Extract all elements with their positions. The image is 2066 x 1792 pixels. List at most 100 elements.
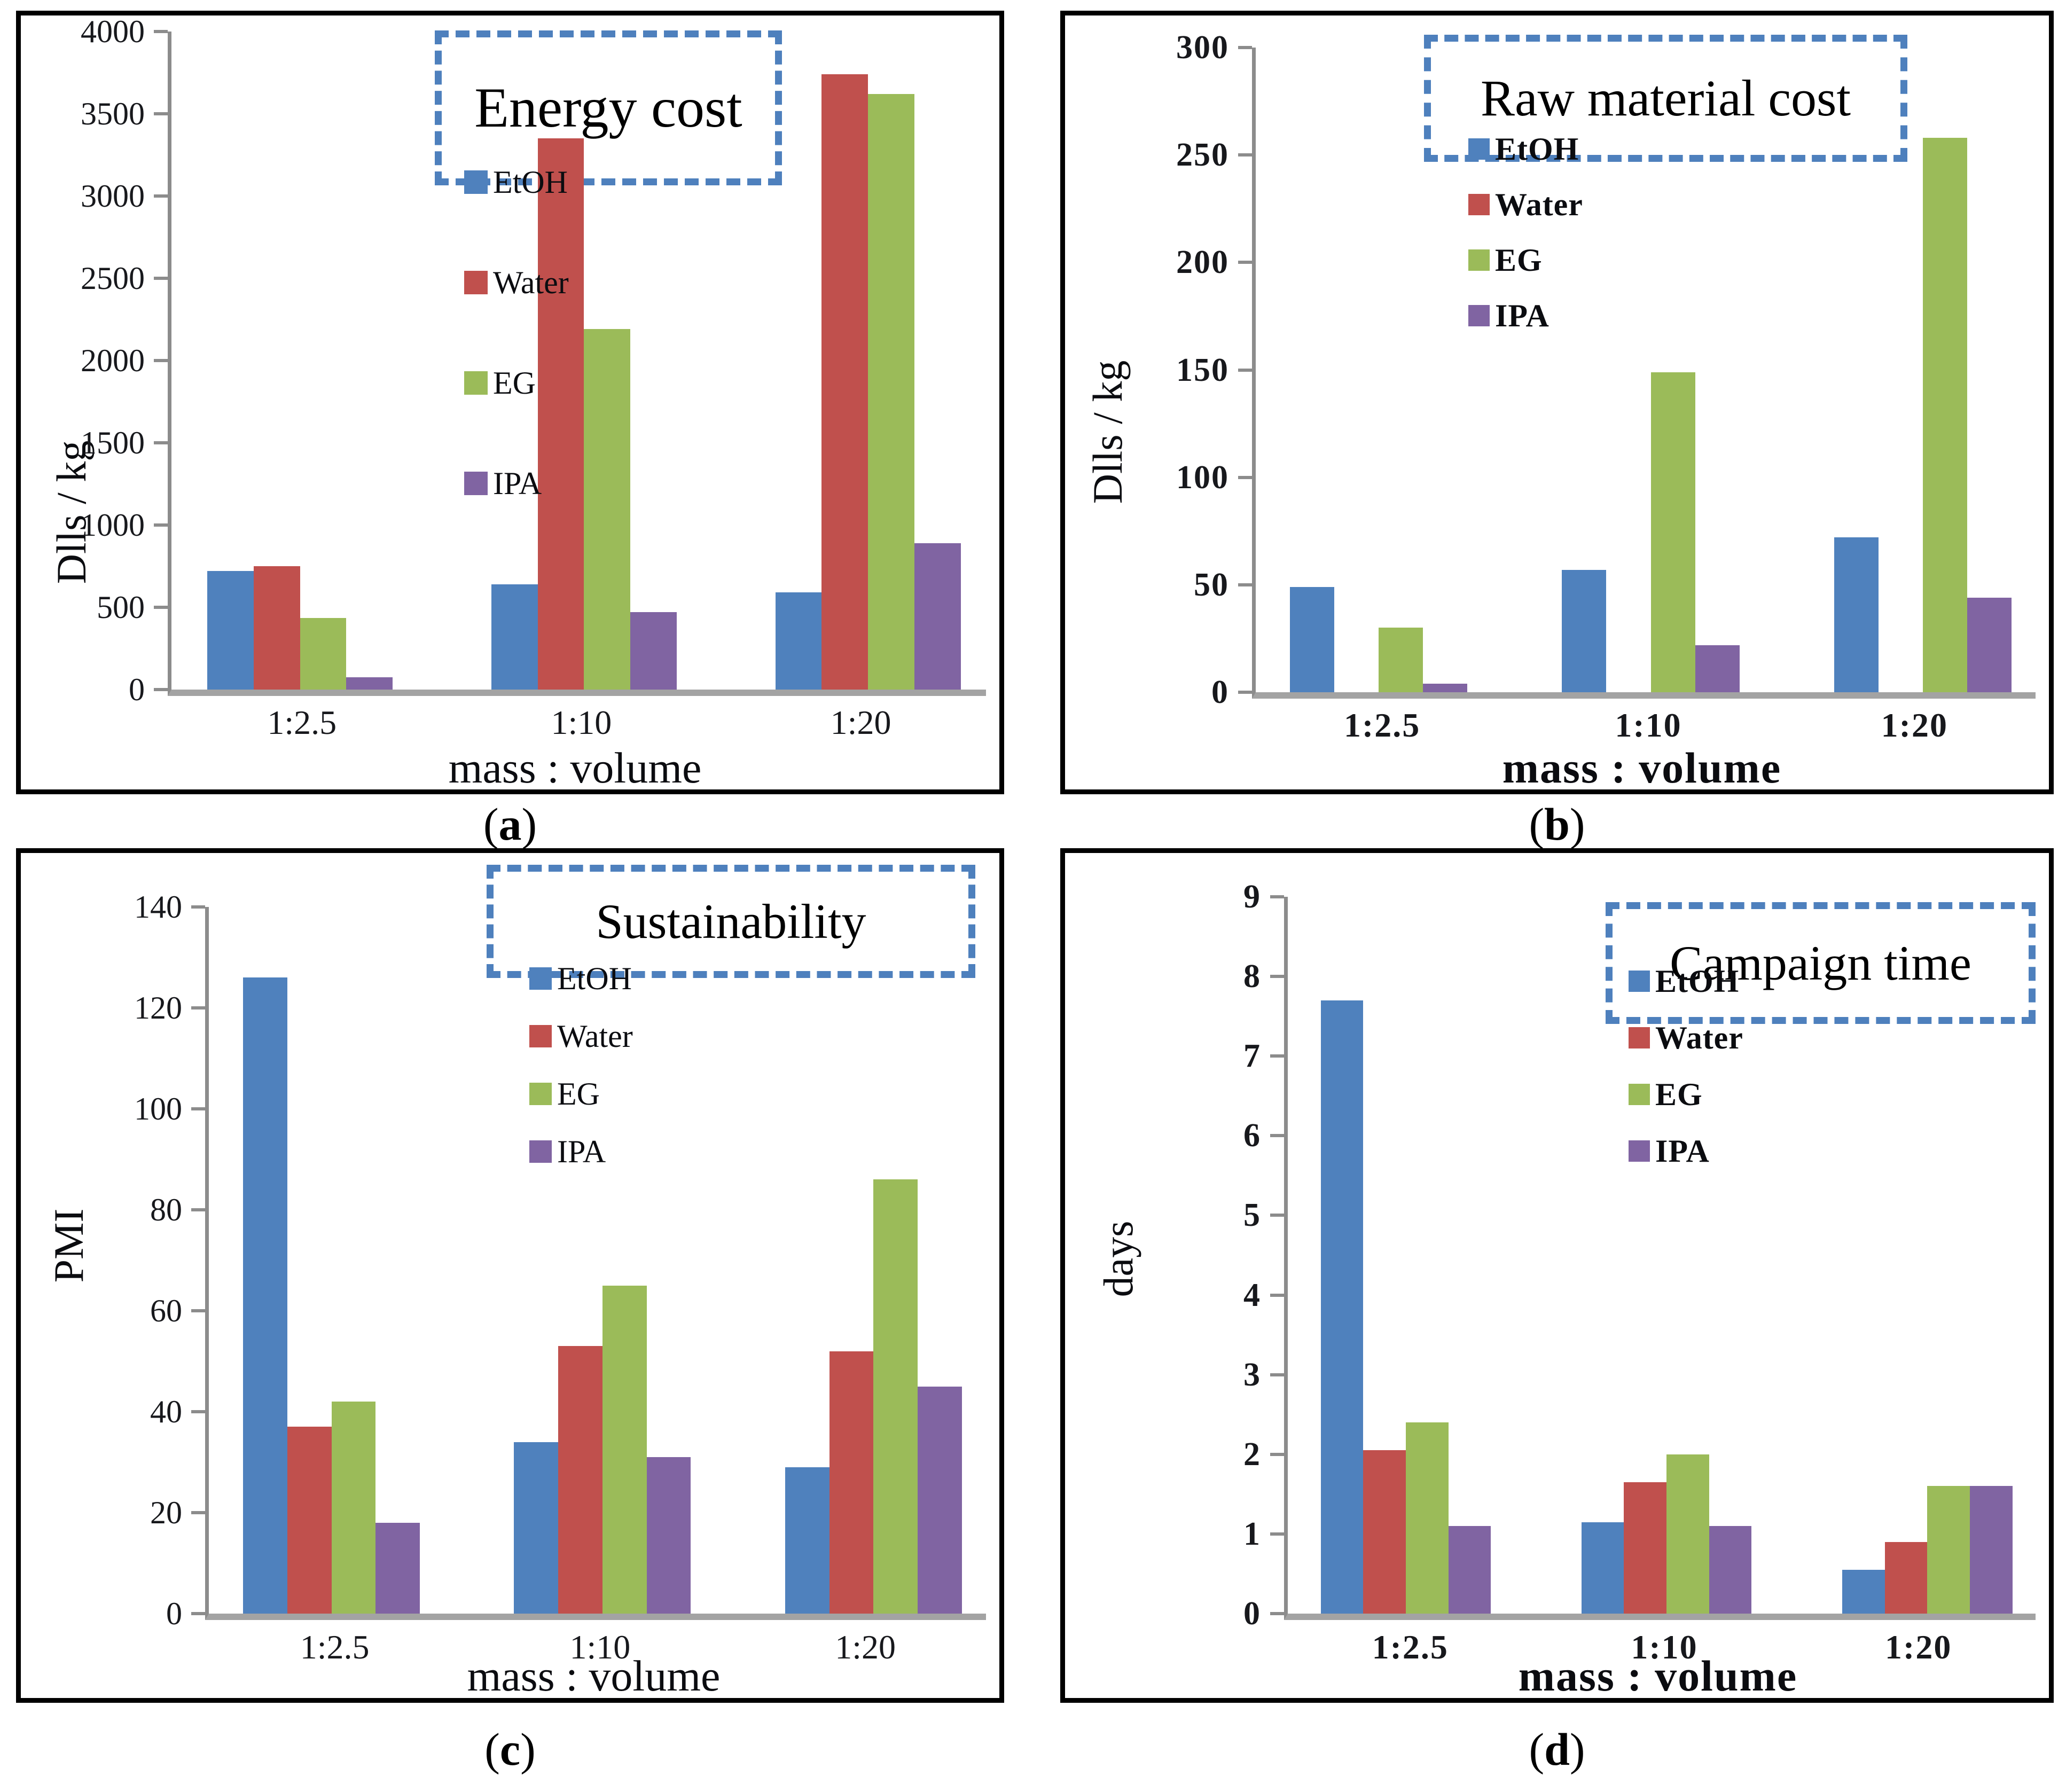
- bar-c-EG-1:20: [873, 1179, 918, 1614]
- bar-c-EtOH-1:20: [785, 1467, 829, 1614]
- y-tick-mark: [1238, 475, 1252, 479]
- x-axis-label: mass : volume: [467, 1652, 721, 1700]
- y-tick-label: 0: [129, 672, 145, 707]
- caption-b: (b): [1060, 801, 2054, 847]
- legend-item-EtOH: EtOH: [464, 166, 569, 198]
- y-tick-mark: [154, 194, 168, 198]
- bar-b-IPA-1:10: [1695, 645, 1740, 692]
- legend-item-IPA: IPA: [464, 467, 569, 499]
- y-tick-mark: [1270, 1293, 1284, 1297]
- x-axis-label: mass : volume: [1518, 1652, 1798, 1700]
- y-tick-mark: [1238, 583, 1252, 586]
- y-tick-mark: [191, 1612, 205, 1615]
- y-tick-mark: [1270, 1054, 1284, 1058]
- legend-swatch-icon: [529, 1140, 552, 1163]
- y-tick-label: 200: [1176, 244, 1229, 281]
- bar-a-IPA-1:10: [630, 612, 677, 690]
- y-tick-label: 5: [1243, 1197, 1261, 1234]
- bar-a-EtOH-1:10: [491, 584, 538, 690]
- y-tick-mark: [191, 1006, 205, 1010]
- legend-item-EtOH: EtOH: [1468, 133, 1583, 165]
- y-tick-mark: [154, 688, 168, 691]
- legend-item-EG: EG: [1629, 1078, 1743, 1110]
- x-category-1:2.5: 1:2.5: [267, 703, 337, 741]
- bar-d-EG-1:2.5: [1405, 1422, 1449, 1614]
- bar-d-IPA-1:10: [1709, 1525, 1752, 1614]
- caption-paren: (: [1529, 1724, 1545, 1775]
- legend-swatch-icon: [1468, 305, 1490, 326]
- caption-letter: a: [498, 799, 522, 850]
- bar-group-1:2.5: [1290, 48, 1468, 692]
- legend-label: EtOH: [1495, 131, 1579, 167]
- y-tick-label: 80: [150, 1192, 182, 1227]
- legend-label: EG: [1655, 1077, 1703, 1112]
- y-tick-label: 8: [1243, 958, 1261, 995]
- y-tick-mark: [1270, 975, 1284, 979]
- y-tick-mark: [191, 905, 205, 909]
- bar-c-Water-1:2.5: [287, 1427, 332, 1614]
- legend-swatch-icon: [1468, 138, 1490, 160]
- bar-a-EG-1:10: [584, 329, 631, 690]
- bar-c-IPA-1:2.5: [375, 1522, 420, 1614]
- legend-label: EtOH: [557, 961, 632, 996]
- bar-group-1:10: [1581, 897, 1752, 1614]
- caption-letter: c: [499, 1724, 521, 1775]
- bar-c-IPA-1:10: [646, 1457, 691, 1614]
- y-tick-label: 250: [1176, 137, 1229, 174]
- bar-d-Water-1:2.5: [1363, 1450, 1406, 1614]
- bar-b-EG-1:2.5: [1379, 628, 1423, 692]
- y-tick-mark: [154, 606, 168, 609]
- y-tick-mark: [154, 523, 168, 527]
- bar-d-Water-1:20: [1884, 1541, 1928, 1614]
- caption-paren: ): [520, 1724, 536, 1775]
- y-tick-mark: [1270, 1134, 1284, 1138]
- bar-c-EG-1:2.5: [331, 1402, 376, 1614]
- x-category-1:20: 1:20: [1881, 706, 1948, 744]
- legend-label: Water: [557, 1019, 633, 1054]
- legend-swatch-icon: [464, 371, 488, 395]
- y-tick-label: 3: [1243, 1356, 1261, 1393]
- bar-a-Water-1:10: [537, 138, 584, 690]
- bar-c-Water-1:10: [558, 1346, 602, 1614]
- legend-swatch-icon: [1629, 1084, 1650, 1105]
- bar-a-EtOH-1:2.5: [207, 571, 254, 690]
- plot-area-b: 0 50 100 150 200 250 300 EtOH Water EG IPA: [1176, 31, 2036, 709]
- x-axis-label: mass : volume: [448, 744, 702, 792]
- x-category-1:10: 1:10: [569, 1628, 631, 1666]
- bar-group-1:10: [514, 907, 691, 1614]
- plot-area-a: 0 500 1000 1500 2000 2500 3000 3500 4000 EtOH Wat…: [81, 15, 986, 706]
- y-tick-label: 2000: [81, 343, 145, 378]
- y-tick-label: 3500: [81, 96, 145, 131]
- y-tick-label: 500: [97, 590, 145, 625]
- legend-item-EG: EG: [529, 1078, 633, 1110]
- y-tick-label: 20: [150, 1495, 182, 1530]
- y-tick-mark: [1238, 46, 1252, 49]
- bar-d-Water-1:10: [1624, 1482, 1667, 1614]
- panel-title: Sustainability: [596, 894, 866, 949]
- bar-group-1:20: [1842, 897, 2013, 1614]
- panel-title: Raw material cost: [1480, 69, 1851, 127]
- bar-d-EG-1:10: [1666, 1454, 1709, 1614]
- y-tick-mark: [191, 1107, 205, 1110]
- y-tick-mark: [1238, 368, 1252, 372]
- legend-swatch-icon: [1468, 194, 1490, 215]
- y-tick-mark: [191, 1410, 205, 1414]
- legend-swatch-icon: [1629, 1027, 1650, 1048]
- y-tick-mark: [1238, 153, 1252, 157]
- y-tick-label: 150: [1176, 351, 1229, 388]
- legend-c: EtOH Water EG IPA: [529, 962, 633, 1168]
- caption-letter: b: [1544, 799, 1570, 850]
- x-axis-label: mass : volume: [1502, 744, 1782, 792]
- legend-swatch-icon: [1468, 249, 1490, 271]
- caption-a: (a): [16, 801, 1004, 847]
- y-tick-label: 2: [1243, 1436, 1261, 1473]
- legend-b: EtOH Water EG IPA: [1468, 133, 1583, 332]
- campaign-time-title-box: Campaign time: [1606, 902, 2036, 1024]
- x-axis-category-labels: 1:2.5 1:10 1:20: [1284, 1630, 2032, 1664]
- legend-label: EG: [557, 1076, 600, 1112]
- x-category-1:20: 1:20: [1885, 1628, 1952, 1666]
- x-category-1:2.5: 1:2.5: [300, 1628, 370, 1666]
- bar-c-EtOH-1:10: [514, 1442, 559, 1614]
- bar-groups: [1256, 48, 2036, 692]
